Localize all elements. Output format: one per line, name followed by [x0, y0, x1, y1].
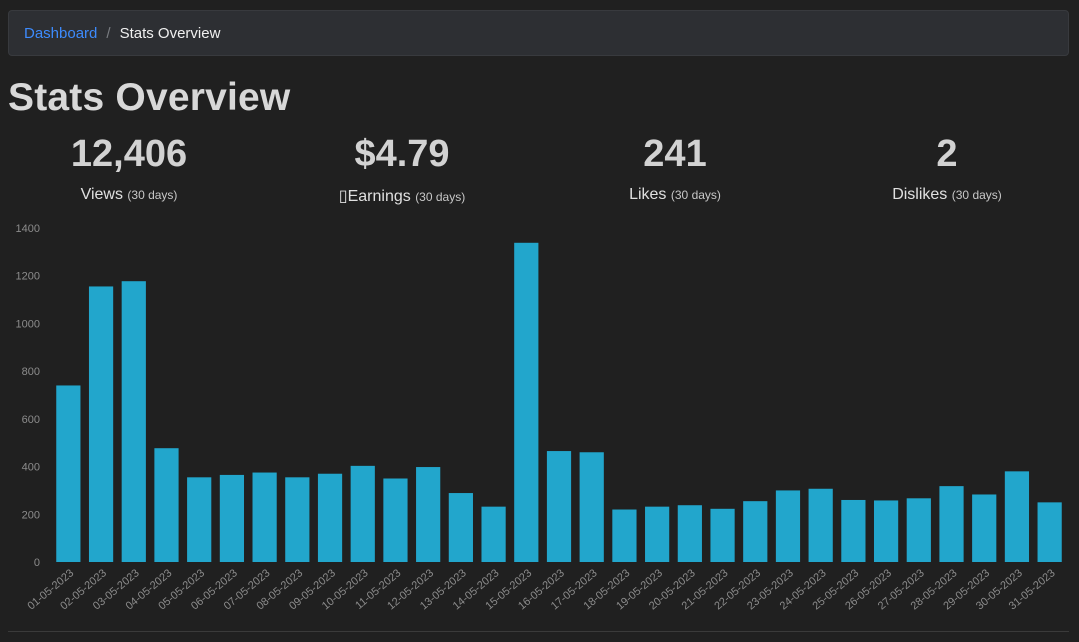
stat-dislikes-label-text: Dislikes — [892, 186, 948, 203]
stat-views-value: 12,406 — [70, 133, 188, 175]
bar-10-05-2023[interactable] — [350, 465, 375, 562]
stat-earnings-label-text: ▯Earnings — [338, 188, 411, 205]
bar-03-05-2023[interactable] — [121, 281, 146, 562]
bar-30-05-2023[interactable] — [1004, 471, 1030, 562]
bar-12-05-2023[interactable] — [416, 467, 441, 562]
bar-23-05-2023[interactable] — [775, 490, 801, 562]
bar-22-05-2023[interactable] — [743, 501, 768, 562]
y-tick-label: 600 — [22, 414, 40, 426]
stat-dislikes-label: Dislikes (30 days) — [812, 186, 1079, 204]
stat-dislikes-period: (30 days) — [951, 188, 1002, 202]
y-tick-label: 200 — [22, 509, 40, 521]
breadcrumb-dashboard-link[interactable]: Dashboard — [24, 24, 98, 42]
bar-16-05-2023[interactable] — [546, 451, 572, 562]
bar-02-05-2023[interactable] — [88, 286, 114, 562]
y-tick-label: 0 — [34, 557, 40, 569]
breadcrumb-separator: / — [106, 24, 111, 42]
y-tick-label: 1400 — [16, 223, 40, 235]
bar-18-05-2023[interactable] — [612, 509, 637, 562]
breadcrumb-current: Stats Overview — [119, 24, 221, 42]
bar-25-05-2023[interactable] — [841, 499, 866, 562]
bar-chart-svg: 020040060080010001200140001-05-202302-05… — [16, 223, 1062, 612]
stat-views: 12,406 Views (30 days) — [0, 130, 264, 204]
bar-04-05-2023[interactable] — [154, 448, 179, 562]
bar-09-05-2023[interactable] — [317, 473, 343, 562]
bar-26-05-2023[interactable] — [873, 500, 899, 562]
breadcrumb: Dashboard / Stats Overview — [8, 10, 1069, 56]
bar-21-05-2023[interactable] — [710, 508, 735, 562]
stat-views-label: Views (30 days) — [0, 186, 264, 204]
y-tick-label: 400 — [22, 462, 40, 474]
bar-06-05-2023[interactable] — [219, 474, 245, 562]
stat-views-label-text: Views — [80, 186, 123, 203]
bar-31-05-2023[interactable] — [1037, 502, 1062, 562]
stat-views-period: (30 days) — [127, 188, 178, 202]
page-title: Stats Overview — [8, 76, 291, 119]
bar-17-05-2023[interactable] — [579, 452, 604, 562]
stat-earnings-value: $4.79 — [354, 133, 450, 175]
bar-19-05-2023[interactable] — [645, 506, 670, 562]
bar-15-05-2023[interactable] — [514, 242, 539, 562]
bar-05-05-2023[interactable] — [187, 477, 212, 562]
stat-dislikes: 2 Dislikes (30 days) — [812, 130, 1079, 204]
bar-14-05-2023[interactable] — [481, 506, 506, 562]
bar-13-05-2023[interactable] — [448, 493, 473, 562]
bar-28-05-2023[interactable] — [939, 486, 964, 562]
bar-27-05-2023[interactable] — [906, 498, 931, 562]
y-tick-label: 800 — [22, 366, 40, 378]
y-tick-label: 1200 — [16, 271, 40, 283]
bar-07-05-2023[interactable] — [252, 472, 277, 562]
y-tick-label: 1000 — [16, 318, 40, 330]
stat-likes-period: (30 days) — [670, 188, 721, 202]
stat-likes-label-text: Likes — [629, 186, 667, 203]
stat-earnings-label: ▯Earnings (30 days) — [267, 186, 537, 206]
bar-29-05-2023[interactable] — [972, 494, 997, 562]
bar-08-05-2023[interactable] — [285, 477, 310, 562]
stat-earnings: $4.79 ▯Earnings (30 days) — [267, 130, 537, 206]
views-bar-chart: 0 200 400 600 800 1000 1200 1400 01-05-2023 02-05… — [0, 215, 1079, 635]
bar-24-05-2023[interactable] — [808, 488, 833, 562]
stat-likes-value: 241 — [643, 133, 707, 175]
bar-11-05-2023[interactable] — [383, 478, 408, 563]
bar-20-05-2023[interactable] — [677, 505, 702, 562]
bottom-divider — [8, 631, 1069, 632]
stat-earnings-period: (30 days) — [415, 190, 466, 204]
stat-likes: 241 Likes (30 days) — [540, 130, 810, 204]
stat-dislikes-value: 2 — [936, 133, 958, 175]
stat-likes-label: Likes (30 days) — [540, 186, 810, 204]
bar-01-05-2023[interactable] — [56, 385, 81, 562]
